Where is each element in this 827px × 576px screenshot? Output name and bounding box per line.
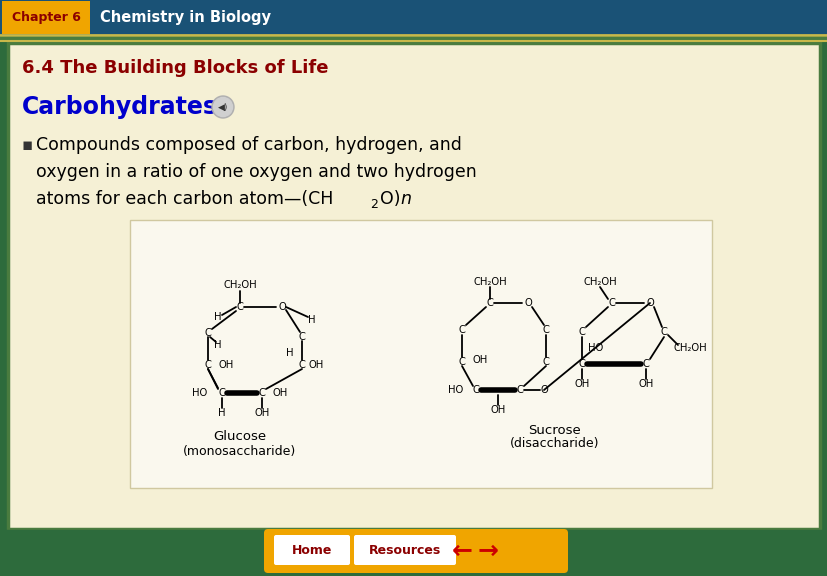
Circle shape: [213, 97, 232, 116]
Text: C: C: [578, 359, 585, 369]
Text: H: H: [308, 315, 315, 325]
Text: Carbohydrates: Carbohydrates: [22, 95, 218, 119]
Text: O): O): [380, 190, 400, 208]
Text: (disaccharide): (disaccharide): [509, 438, 599, 450]
Text: (monosaccharide): (monosaccharide): [183, 445, 296, 457]
Text: ◀): ◀): [218, 103, 228, 112]
FancyBboxPatch shape: [130, 220, 711, 488]
Text: oxygen in a ratio of one oxygen and two hydrogen: oxygen in a ratio of one oxygen and two …: [36, 163, 476, 181]
Text: O: O: [645, 298, 653, 308]
Text: C: C: [660, 327, 667, 337]
Text: CH₂OH: CH₂OH: [223, 280, 256, 290]
Text: HO: HO: [448, 385, 463, 395]
Text: C: C: [542, 325, 549, 335]
Text: OH: OH: [218, 360, 233, 370]
Text: 2: 2: [370, 198, 377, 210]
Text: HO: HO: [192, 388, 208, 398]
Text: 6.4 The Building Blocks of Life: 6.4 The Building Blocks of Life: [22, 59, 328, 77]
Text: CH₂OH: CH₂OH: [472, 277, 506, 287]
Text: C: C: [299, 360, 305, 370]
Text: C: C: [218, 388, 225, 398]
FancyBboxPatch shape: [354, 535, 456, 565]
Text: ▪: ▪: [22, 136, 33, 154]
Bar: [0, 530, 827, 576]
Text: atoms for each carbon atom—(CH: atoms for each carbon atom—(CH: [36, 190, 333, 208]
Text: H: H: [286, 348, 294, 358]
Text: →: →: [477, 539, 498, 563]
Text: H: H: [218, 408, 226, 418]
Text: C: C: [486, 298, 493, 308]
Text: C: C: [258, 388, 265, 398]
Text: CH₂OH: CH₂OH: [582, 277, 616, 287]
Text: C: C: [458, 325, 465, 335]
Text: O: O: [278, 302, 285, 312]
Text: Chemistry in Biology: Chemistry in Biology: [100, 10, 270, 25]
Text: Home: Home: [291, 544, 332, 556]
Circle shape: [212, 96, 234, 118]
FancyBboxPatch shape: [264, 529, 567, 573]
Text: Resources: Resources: [369, 544, 441, 556]
Text: OH: OH: [490, 405, 505, 415]
Text: OH: OH: [574, 379, 589, 389]
FancyBboxPatch shape: [274, 535, 350, 565]
Text: C: C: [458, 357, 465, 367]
Text: C: C: [642, 359, 648, 369]
Text: C: C: [542, 357, 549, 367]
Text: Sucrose: Sucrose: [528, 423, 581, 437]
Text: C: C: [608, 298, 614, 308]
Text: CH₂OH: CH₂OH: [672, 343, 706, 353]
Text: H: H: [214, 340, 222, 350]
Text: C: C: [237, 302, 243, 312]
Text: OH: OH: [472, 355, 487, 365]
Text: Chapter 6: Chapter 6: [12, 11, 80, 24]
FancyBboxPatch shape: [2, 1, 90, 34]
Bar: [0, 0, 827, 35]
Text: OH: OH: [272, 388, 287, 398]
Text: Compounds composed of carbon, hydrogen, and: Compounds composed of carbon, hydrogen, …: [36, 136, 461, 154]
Text: Glucose: Glucose: [213, 430, 266, 444]
Text: O: O: [539, 385, 547, 395]
Text: HO: HO: [588, 343, 603, 353]
FancyBboxPatch shape: [8, 43, 819, 529]
Text: OH: OH: [308, 360, 323, 370]
Text: ←: ←: [451, 539, 472, 563]
Text: C: C: [578, 327, 585, 337]
Text: O: O: [523, 298, 531, 308]
Text: C: C: [204, 328, 211, 338]
Text: H: H: [214, 312, 222, 322]
Text: C: C: [516, 385, 523, 395]
Text: C: C: [299, 332, 305, 342]
Text: OH: OH: [254, 408, 270, 418]
Text: C: C: [472, 385, 479, 395]
Text: C: C: [204, 360, 211, 370]
Text: n: n: [399, 190, 410, 208]
Text: OH: OH: [638, 379, 653, 389]
